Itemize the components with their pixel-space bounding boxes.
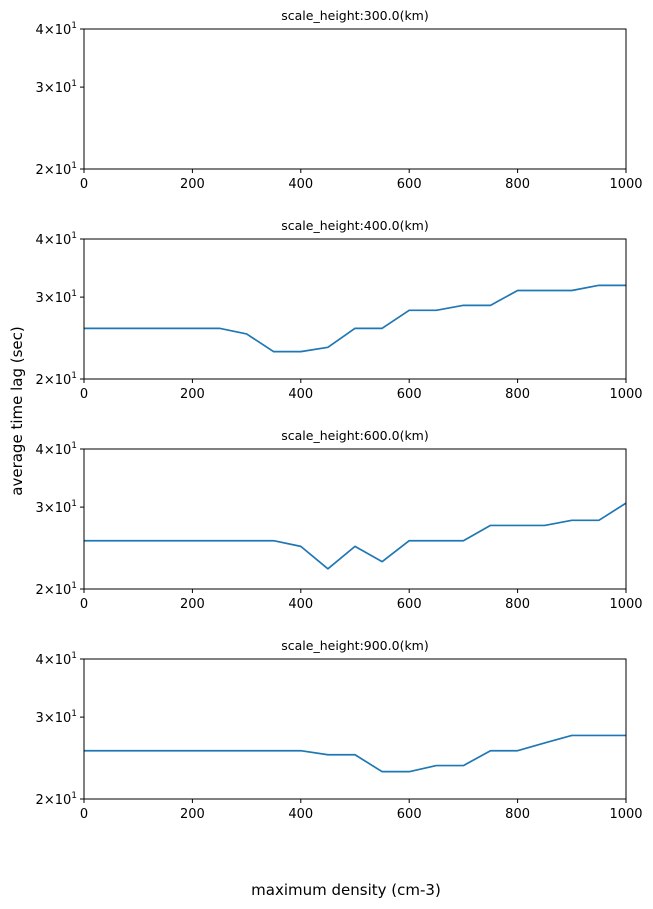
subplot-title: scale_height:400.0(km)	[281, 218, 428, 233]
y-tick-exponent: 1	[71, 161, 77, 171]
y-tick-mantissa: 4×10	[36, 443, 72, 458]
y-tick-mantissa: 4×10	[36, 233, 72, 248]
x-tick-label: 200	[180, 177, 205, 192]
x-tick-label: 0	[80, 387, 88, 402]
y-tick-label: 4×101	[36, 441, 77, 458]
subplot-1: scale_height:300.0(km) 0 200 400 600 800 1000 2…	[36, 8, 643, 192]
x-tick-label: 800	[505, 387, 530, 402]
y-tick-exponent: 1	[71, 709, 77, 719]
subplot-2: scale_height:400.0(km) 0 200 400 600 800 1000 2…	[36, 218, 643, 402]
y-tick-label: 2×101	[36, 791, 77, 808]
x-tick-label: 600	[397, 597, 422, 612]
y-tick-mantissa: 4×10	[36, 653, 72, 668]
x-tick-label: 1000	[609, 177, 642, 192]
x-axis-label: maximum density (cm-3)	[251, 881, 441, 899]
y-tick-label: 2×101	[36, 581, 77, 598]
x-tick-label: 0	[80, 597, 88, 612]
plot-frame	[83, 658, 627, 800]
y-tick-mantissa: 3×10	[36, 501, 72, 516]
x-tick-label: 400	[288, 807, 313, 822]
y-tick-mantissa: 3×10	[36, 291, 72, 306]
y-tick-exponent: 1	[71, 289, 77, 299]
y-tick-exponent: 1	[71, 231, 77, 241]
y-tick-exponent: 1	[71, 371, 77, 381]
y-tick-exponent: 1	[71, 499, 77, 509]
y-tick-mantissa: 2×10	[36, 373, 72, 388]
y-tick-exponent: 1	[71, 651, 77, 661]
x-tick-label: 200	[180, 597, 205, 612]
subplots: scale_height:300.0(km)0 200 400 600 800 10002…	[36, 8, 643, 822]
plot-frame	[83, 448, 627, 590]
y-tick-label: 3×101	[36, 79, 77, 96]
plot-frame	[83, 238, 627, 380]
x-tick-label: 800	[505, 597, 530, 612]
subplot-title: scale_height:300.0(km)	[281, 8, 428, 23]
y-tick-label: 2×101	[36, 161, 77, 178]
x-tick-label: 0	[80, 807, 88, 822]
y-tick-exponent: 1	[71, 441, 77, 451]
x-tick-label: 200	[180, 807, 205, 822]
y-tick-mantissa: 4×10	[36, 23, 72, 38]
subplot-title: scale_height:600.0(km)	[281, 428, 428, 443]
x-tick-label: 800	[505, 177, 530, 192]
x-tick-label: 1000	[609, 597, 642, 612]
x-tick-label: 600	[397, 387, 422, 402]
x-tick-label: 400	[288, 597, 313, 612]
y-tick-label: 3×101	[36, 709, 77, 726]
y-tick-mantissa: 3×10	[36, 711, 72, 726]
y-tick-mantissa: 3×10	[36, 81, 72, 96]
y-axis-label: average time lag (sec)	[8, 326, 26, 495]
y-tick-mantissa: 2×10	[36, 793, 72, 808]
x-tick-label: 600	[397, 807, 422, 822]
x-tick-label: 400	[288, 177, 313, 192]
y-tick-label: 3×101	[36, 289, 77, 306]
y-tick-exponent: 1	[71, 21, 77, 31]
y-tick-mantissa: 2×10	[36, 583, 72, 598]
subplot-4: scale_height:900.0(km) 0 200 400 600 800 1000 2…	[36, 638, 643, 822]
x-tick-label: 800	[505, 807, 530, 822]
subplot-title: scale_height:900.0(km)	[281, 638, 428, 653]
series-line	[84, 502, 627, 570]
y-tick-mantissa: 2×10	[36, 163, 72, 178]
plot-frame	[83, 28, 627, 170]
x-tick-label: 400	[288, 387, 313, 402]
y-tick-label: 2×101	[36, 371, 77, 388]
subplot-3: scale_height:600.0(km) 0 200 400 600 800 1000 2…	[36, 428, 643, 612]
y-tick-label: 4×101	[36, 21, 77, 38]
y-tick-label: 4×101	[36, 231, 77, 248]
x-tick-label: 1000	[609, 807, 642, 822]
x-tick-label: 0	[80, 177, 88, 192]
x-tick-label: 200	[180, 387, 205, 402]
series-line	[84, 734, 626, 773]
y-tick-label: 4×101	[36, 651, 77, 668]
y-tick-exponent: 1	[71, 791, 77, 801]
x-tick-label: 1000	[609, 387, 642, 402]
y-tick-label: 3×101	[36, 499, 77, 516]
y-tick-exponent: 1	[71, 79, 77, 89]
series-line	[84, 284, 626, 353]
x-tick-label: 600	[397, 177, 422, 192]
y-tick-exponent: 1	[71, 581, 77, 591]
